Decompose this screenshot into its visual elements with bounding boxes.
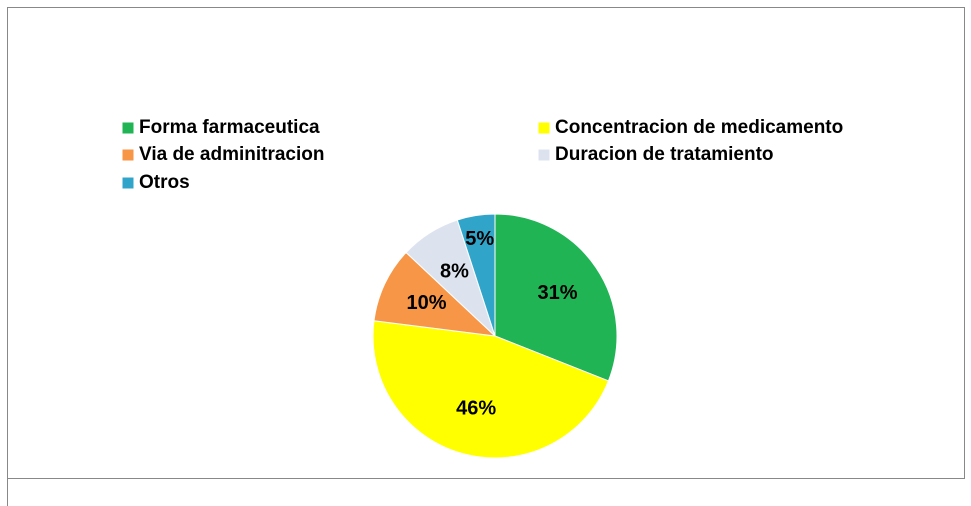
legend-label: Concentracion de medicamento — [555, 117, 843, 138]
data-label: 10% — [407, 292, 447, 314]
legend-swatch — [121, 148, 135, 162]
legend-label: Otros — [139, 172, 190, 193]
legend-label: Duracion de tratamiento — [555, 144, 774, 165]
legend-swatch — [537, 148, 551, 162]
pie-slice — [494, 213, 618, 382]
legend-swatch — [121, 121, 135, 135]
data-label: 5% — [465, 228, 494, 250]
legend-label: Forma farmaceutica — [139, 117, 320, 138]
legend-label: Via de adminitracion — [139, 144, 324, 165]
data-label: 8% — [440, 260, 469, 282]
data-label: 46% — [456, 398, 496, 420]
pie-slice — [372, 320, 610, 459]
pie-slice — [373, 251, 497, 337]
pie-slice — [456, 213, 496, 337]
legend-swatch — [121, 176, 135, 190]
legend-swatch — [537, 121, 551, 135]
data-label: 31% — [538, 282, 578, 304]
